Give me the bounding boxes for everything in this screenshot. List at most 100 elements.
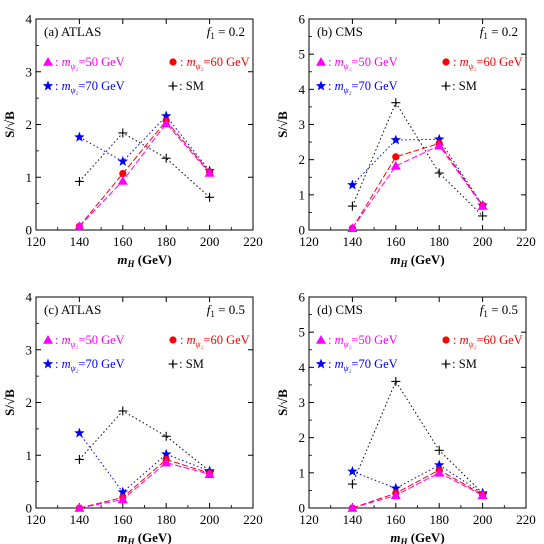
legend: : mψ₂=50 GeV: mψ₂=60 GeV: mψ₂=70 GeV + : … (42, 333, 250, 373)
legend-marker-m60 (169, 58, 177, 66)
y-tick-label: 3 (299, 117, 306, 132)
x-tick-label: 220 (243, 512, 263, 527)
legend: : mψ₂=50 GeV : mψ₂=60 GeV : mψ₂=70 GeV + : … (315, 333, 523, 373)
legend-marker-sm (168, 359, 178, 369)
data-point-m50 (347, 223, 358, 232)
legend-marker-m50 (43, 57, 53, 66)
f1-label: f1 = 0.5 (480, 302, 518, 319)
x-axis-label: mH (GeV) (117, 252, 171, 269)
panel-label: (d) CMS (317, 302, 363, 317)
series-line-m50 (352, 472, 483, 509)
data-point-m70 (347, 179, 358, 190)
legend-label-m60: : mψ₂=60 GeV (180, 333, 250, 349)
x-tick-label: 160 (386, 234, 406, 249)
plot-frame (308, 18, 527, 231)
data-point-sm (74, 454, 84, 464)
y-tick-label: 2 (26, 395, 33, 410)
series-line-sm (351, 380, 483, 494)
data-point-m70 (390, 482, 402, 493)
x-axis-label: mH (GeV) (390, 530, 444, 544)
y-axis-label: S/√B (275, 111, 290, 138)
legend-label-sm: + : SM (169, 79, 204, 93)
legend-label-m60: : mψ₂=60 GeV (180, 55, 250, 71)
x-tick-label: 140 (70, 512, 90, 527)
plot-frame (35, 18, 254, 231)
series-line-m50 (351, 144, 484, 229)
x-tick-label: 120 (26, 512, 46, 527)
f1-label: f1 = 0.2 (207, 24, 245, 41)
y-tick-label: 4 (299, 360, 306, 375)
data-point-sm (478, 211, 488, 221)
series-line-m50 (79, 462, 210, 509)
x-tick-label: 180 (156, 234, 176, 249)
y-tick-label: 0 (26, 501, 33, 516)
data-point-sm (74, 176, 84, 186)
data-point-sm (391, 376, 401, 386)
f1-label: f1 = 0.5 (207, 302, 245, 319)
data-point-m70 (347, 465, 358, 476)
data-point-m50 (347, 503, 358, 512)
chart-panel-3: 120 140 160 180 200 220 0 1 2 3 4 mH (GeV) S/√B (c) A… (2, 290, 263, 544)
data-point-m50 (161, 457, 172, 467)
legend-label-m50: : mψ₂=50 GeV (328, 333, 398, 349)
data-point-sm (434, 445, 444, 455)
legend-label-sm: + : SM (169, 357, 204, 371)
y-tick-label: 1 (299, 465, 306, 480)
data-point-m50 (434, 467, 445, 477)
data-point-sm (434, 168, 444, 178)
panel-label: (c) ATLAS (44, 302, 101, 317)
x-tick-label: 140 (70, 234, 90, 249)
x-axis-label: mH (GeV) (390, 252, 444, 269)
legend-marker-m60 (169, 336, 177, 344)
y-tick-label: 2 (299, 430, 306, 445)
legend-marker-m50 (316, 57, 326, 66)
y-tick-label: 4 (299, 82, 306, 97)
x-tick-label: 120 (26, 234, 46, 249)
data-point-m50 (117, 494, 128, 504)
series-line-sm (351, 101, 483, 217)
x-tick-label: 160 (386, 512, 406, 527)
data-point-sm (391, 98, 401, 108)
data-point-m70 (390, 134, 402, 145)
x-tick-label: 180 (429, 234, 449, 249)
data-point-m70 (74, 427, 85, 438)
legend-label-m50: : mψ₂=50 GeV (55, 55, 125, 71)
data-point-sm (347, 479, 357, 489)
data-point-m70 (160, 110, 172, 121)
y-tick-label: 6 (299, 12, 306, 27)
y-tick-label: 1 (299, 187, 306, 202)
data-point-m50 (117, 175, 128, 185)
legend-label-m60: : mψ₂=60 GeV (453, 55, 523, 71)
series-line-m50 (79, 122, 210, 227)
y-tick-label: 1 (26, 170, 33, 185)
data-point-m50 (477, 201, 488, 210)
series-line-m70 (352, 138, 484, 206)
panel-label: (b) CMS (317, 24, 363, 39)
data-point-m60 (119, 169, 127, 178)
legend-marker-sm (168, 81, 178, 91)
legend: : mψ₂=50 GeV: mψ₂=60 GeV: mψ₂=70 GeV + : … (42, 55, 250, 95)
data-point-m60 (392, 153, 400, 161)
series-line-m60 (79, 120, 210, 227)
legend-marker-m70 (315, 358, 327, 369)
legend-marker-m60 (442, 336, 450, 344)
y-tick-label: 3 (26, 64, 33, 79)
data-point-m70 (117, 155, 129, 166)
legend-label-m60: : mψ₂=60 GeV (453, 333, 523, 349)
x-tick-label: 200 (473, 512, 493, 527)
legend-marker-m70 (42, 80, 54, 91)
legend-label-m50: : mψ₂=50 GeV (55, 333, 125, 349)
series-line-m70 (352, 464, 483, 494)
chart-panel-1: 120 140 160 180 200 220 0 1 2 3 4 mH (GeV) S/√B (a) A… (2, 12, 263, 270)
x-tick-label: 200 (200, 234, 220, 249)
legend-label-m70: : mψ₂=70 GeV (328, 357, 398, 373)
y-tick-label: 4 (26, 12, 33, 27)
legend-label-sm: + : SM (442, 79, 477, 93)
data-point-m50 (434, 140, 445, 150)
chart-panel-2: 120 140 160 180 200 220 0 1 2 3 4 5 6 mH (GeV) S/√B (b)… (275, 12, 536, 270)
legend-label-sm: + : SM (442, 357, 477, 371)
x-tick-label: 140 (343, 512, 363, 527)
series-line-m70 (78, 432, 210, 493)
series-line-m60 (79, 458, 210, 509)
legend: : mψ₂=50 GeV: mψ₂=60 GeV: mψ₂=70 GeV + : … (315, 55, 523, 95)
